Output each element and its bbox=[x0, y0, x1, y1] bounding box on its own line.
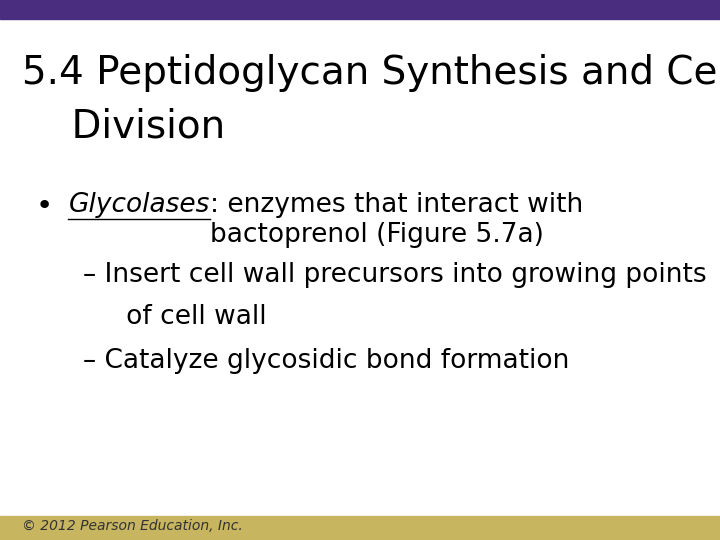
Text: Division: Division bbox=[22, 108, 225, 146]
Text: – Catalyze glycosidic bond formation: – Catalyze glycosidic bond formation bbox=[83, 348, 570, 374]
Text: 5.4 Peptidoglycan Synthesis and Cell: 5.4 Peptidoglycan Synthesis and Cell bbox=[22, 54, 720, 92]
Text: •: • bbox=[36, 192, 53, 220]
Text: – Insert cell wall precursors into growing points: – Insert cell wall precursors into growi… bbox=[83, 262, 706, 288]
Text: : enzymes that interact with
bactoprenol (Figure 5.7a): : enzymes that interact with bactoprenol… bbox=[210, 192, 583, 248]
Text: of cell wall: of cell wall bbox=[101, 304, 266, 330]
Text: Glycolases: Glycolases bbox=[68, 192, 210, 218]
Text: © 2012 Pearson Education, Inc.: © 2012 Pearson Education, Inc. bbox=[22, 519, 243, 534]
